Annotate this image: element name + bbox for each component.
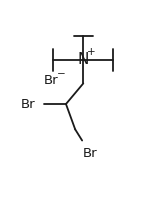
Text: −: − xyxy=(56,69,65,79)
Text: +: + xyxy=(87,47,96,57)
Text: N: N xyxy=(78,52,89,67)
Text: Br: Br xyxy=(21,97,35,111)
Text: Br: Br xyxy=(83,147,98,160)
Text: Br: Br xyxy=(44,74,58,87)
